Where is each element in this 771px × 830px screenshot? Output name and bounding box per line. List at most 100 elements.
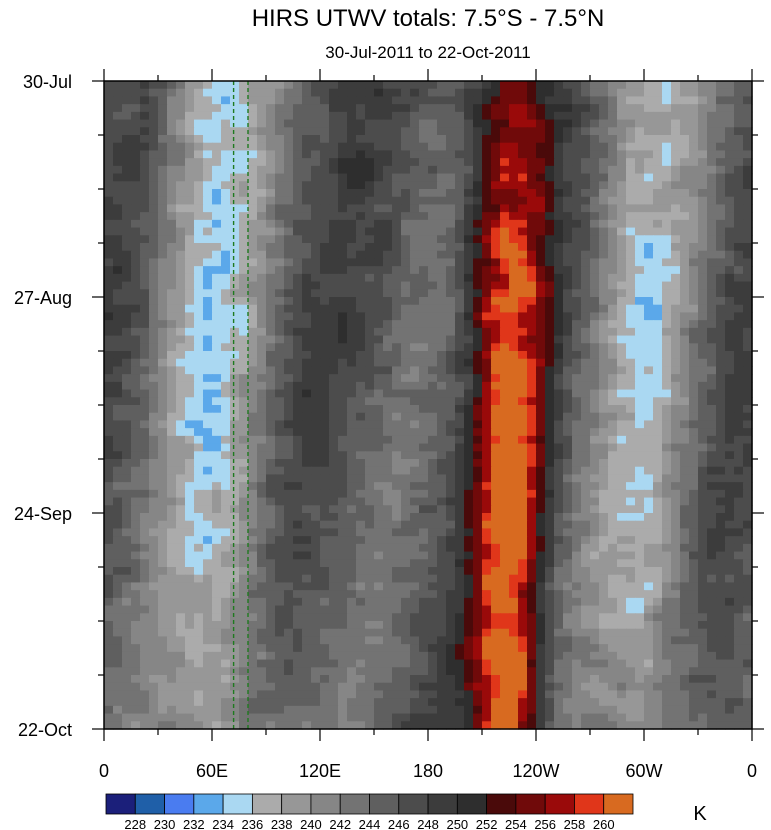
heatmap-cell	[185, 135, 195, 144]
heatmap-cell	[104, 459, 114, 468]
heatmap-cell	[104, 181, 114, 190]
heatmap-cell	[203, 482, 213, 491]
heatmap-cell	[617, 590, 627, 599]
heatmap-cell	[680, 397, 690, 406]
heatmap-cell	[131, 543, 141, 553]
heatmap-cell	[509, 196, 519, 206]
heatmap-cell	[662, 96, 672, 105]
heatmap-cell	[140, 304, 150, 314]
heatmap-cell	[302, 389, 312, 398]
heatmap-cell	[464, 582, 474, 591]
heatmap-cell	[131, 358, 141, 368]
heatmap-cell	[491, 405, 501, 414]
heatmap-cell	[716, 505, 726, 514]
heatmap-cell	[140, 258, 150, 267]
heatmap-cell	[662, 111, 672, 121]
heatmap-cell	[284, 374, 294, 383]
heatmap-cell	[518, 489, 528, 499]
heatmap-cell	[347, 489, 357, 499]
heatmap-cell	[221, 597, 231, 607]
heatmap-cell	[203, 381, 213, 391]
heatmap-cell	[401, 497, 411, 506]
heatmap-cell	[662, 528, 672, 537]
heatmap-cell	[401, 536, 411, 545]
heatmap-cell	[536, 358, 546, 368]
heatmap-cell	[248, 597, 258, 607]
heatmap-cell	[527, 158, 537, 167]
heatmap-cell	[185, 466, 195, 476]
heatmap-cell	[131, 466, 141, 476]
heatmap-cell	[392, 181, 402, 190]
heatmap-cell	[248, 605, 258, 614]
heatmap-cell	[167, 528, 177, 537]
heatmap-cell	[365, 536, 375, 545]
heatmap-cell	[680, 88, 690, 98]
heatmap-cell	[221, 513, 231, 522]
heatmap-cell	[266, 412, 276, 422]
heatmap-cell	[725, 435, 735, 445]
heatmap-cell	[428, 374, 438, 383]
heatmap-cell	[176, 474, 186, 483]
heatmap-cell	[581, 497, 591, 506]
heatmap-cell	[293, 81, 303, 90]
heatmap-cell	[716, 582, 726, 591]
heatmap-cell	[311, 104, 321, 113]
heatmap-cell	[284, 119, 294, 128]
heatmap-cell	[248, 104, 258, 113]
heatmap-cell	[302, 158, 312, 167]
heatmap-cell	[239, 181, 249, 190]
heatmap-cell	[428, 482, 438, 491]
heatmap-cell	[527, 258, 537, 267]
heatmap-cell	[644, 567, 654, 576]
heatmap-cell	[158, 297, 168, 306]
heatmap-cell	[743, 528, 753, 537]
heatmap-cell	[671, 551, 681, 560]
heatmap-cell	[527, 567, 537, 576]
heatmap-cell	[293, 165, 303, 175]
heatmap-cell	[140, 536, 150, 545]
heatmap-cell	[194, 165, 204, 175]
heatmap-cell	[473, 420, 483, 429]
heatmap-cell	[743, 289, 753, 298]
heatmap-cell	[491, 312, 501, 321]
heatmap-cell	[518, 135, 528, 144]
heatmap-cell	[581, 281, 591, 290]
heatmap-cell	[536, 559, 546, 568]
heatmap-cell	[419, 374, 429, 383]
heatmap-cell	[554, 597, 564, 607]
heatmap-cell	[158, 613, 168, 622]
heatmap-cell	[491, 366, 501, 375]
heatmap-cell	[284, 459, 294, 468]
heatmap-cell	[599, 590, 609, 599]
heatmap-cell	[383, 227, 393, 236]
heatmap-cell	[302, 374, 312, 383]
heatmap-cell	[698, 489, 708, 499]
heatmap-cell	[455, 104, 465, 113]
heatmap-cell	[383, 81, 393, 90]
heatmap-cell	[572, 366, 582, 375]
heatmap-cell	[437, 335, 447, 344]
heatmap-cell	[716, 358, 726, 368]
heatmap-cell	[419, 605, 429, 614]
heatmap-cell	[734, 189, 744, 198]
heatmap-cell	[662, 165, 672, 175]
heatmap-cell	[662, 181, 672, 190]
heatmap-cell	[140, 212, 150, 221]
heatmap-cell	[680, 327, 690, 337]
heatmap-cell	[662, 397, 672, 406]
heatmap-cell	[374, 374, 384, 383]
heatmap-cell	[608, 459, 618, 468]
heatmap-cell	[734, 543, 744, 553]
heatmap-cell	[338, 150, 348, 159]
heatmap-cell	[734, 351, 744, 360]
heatmap-cell	[680, 273, 690, 283]
heatmap-cell	[464, 266, 474, 275]
heatmap-cell	[707, 250, 717, 260]
heatmap-cell	[734, 559, 744, 568]
heatmap-cell	[446, 497, 456, 506]
heatmap-cell	[203, 235, 213, 244]
heatmap-cell	[437, 366, 447, 375]
heatmap-cell	[104, 543, 114, 553]
heatmap-cell	[581, 158, 591, 167]
heatmap-cell	[347, 304, 357, 314]
